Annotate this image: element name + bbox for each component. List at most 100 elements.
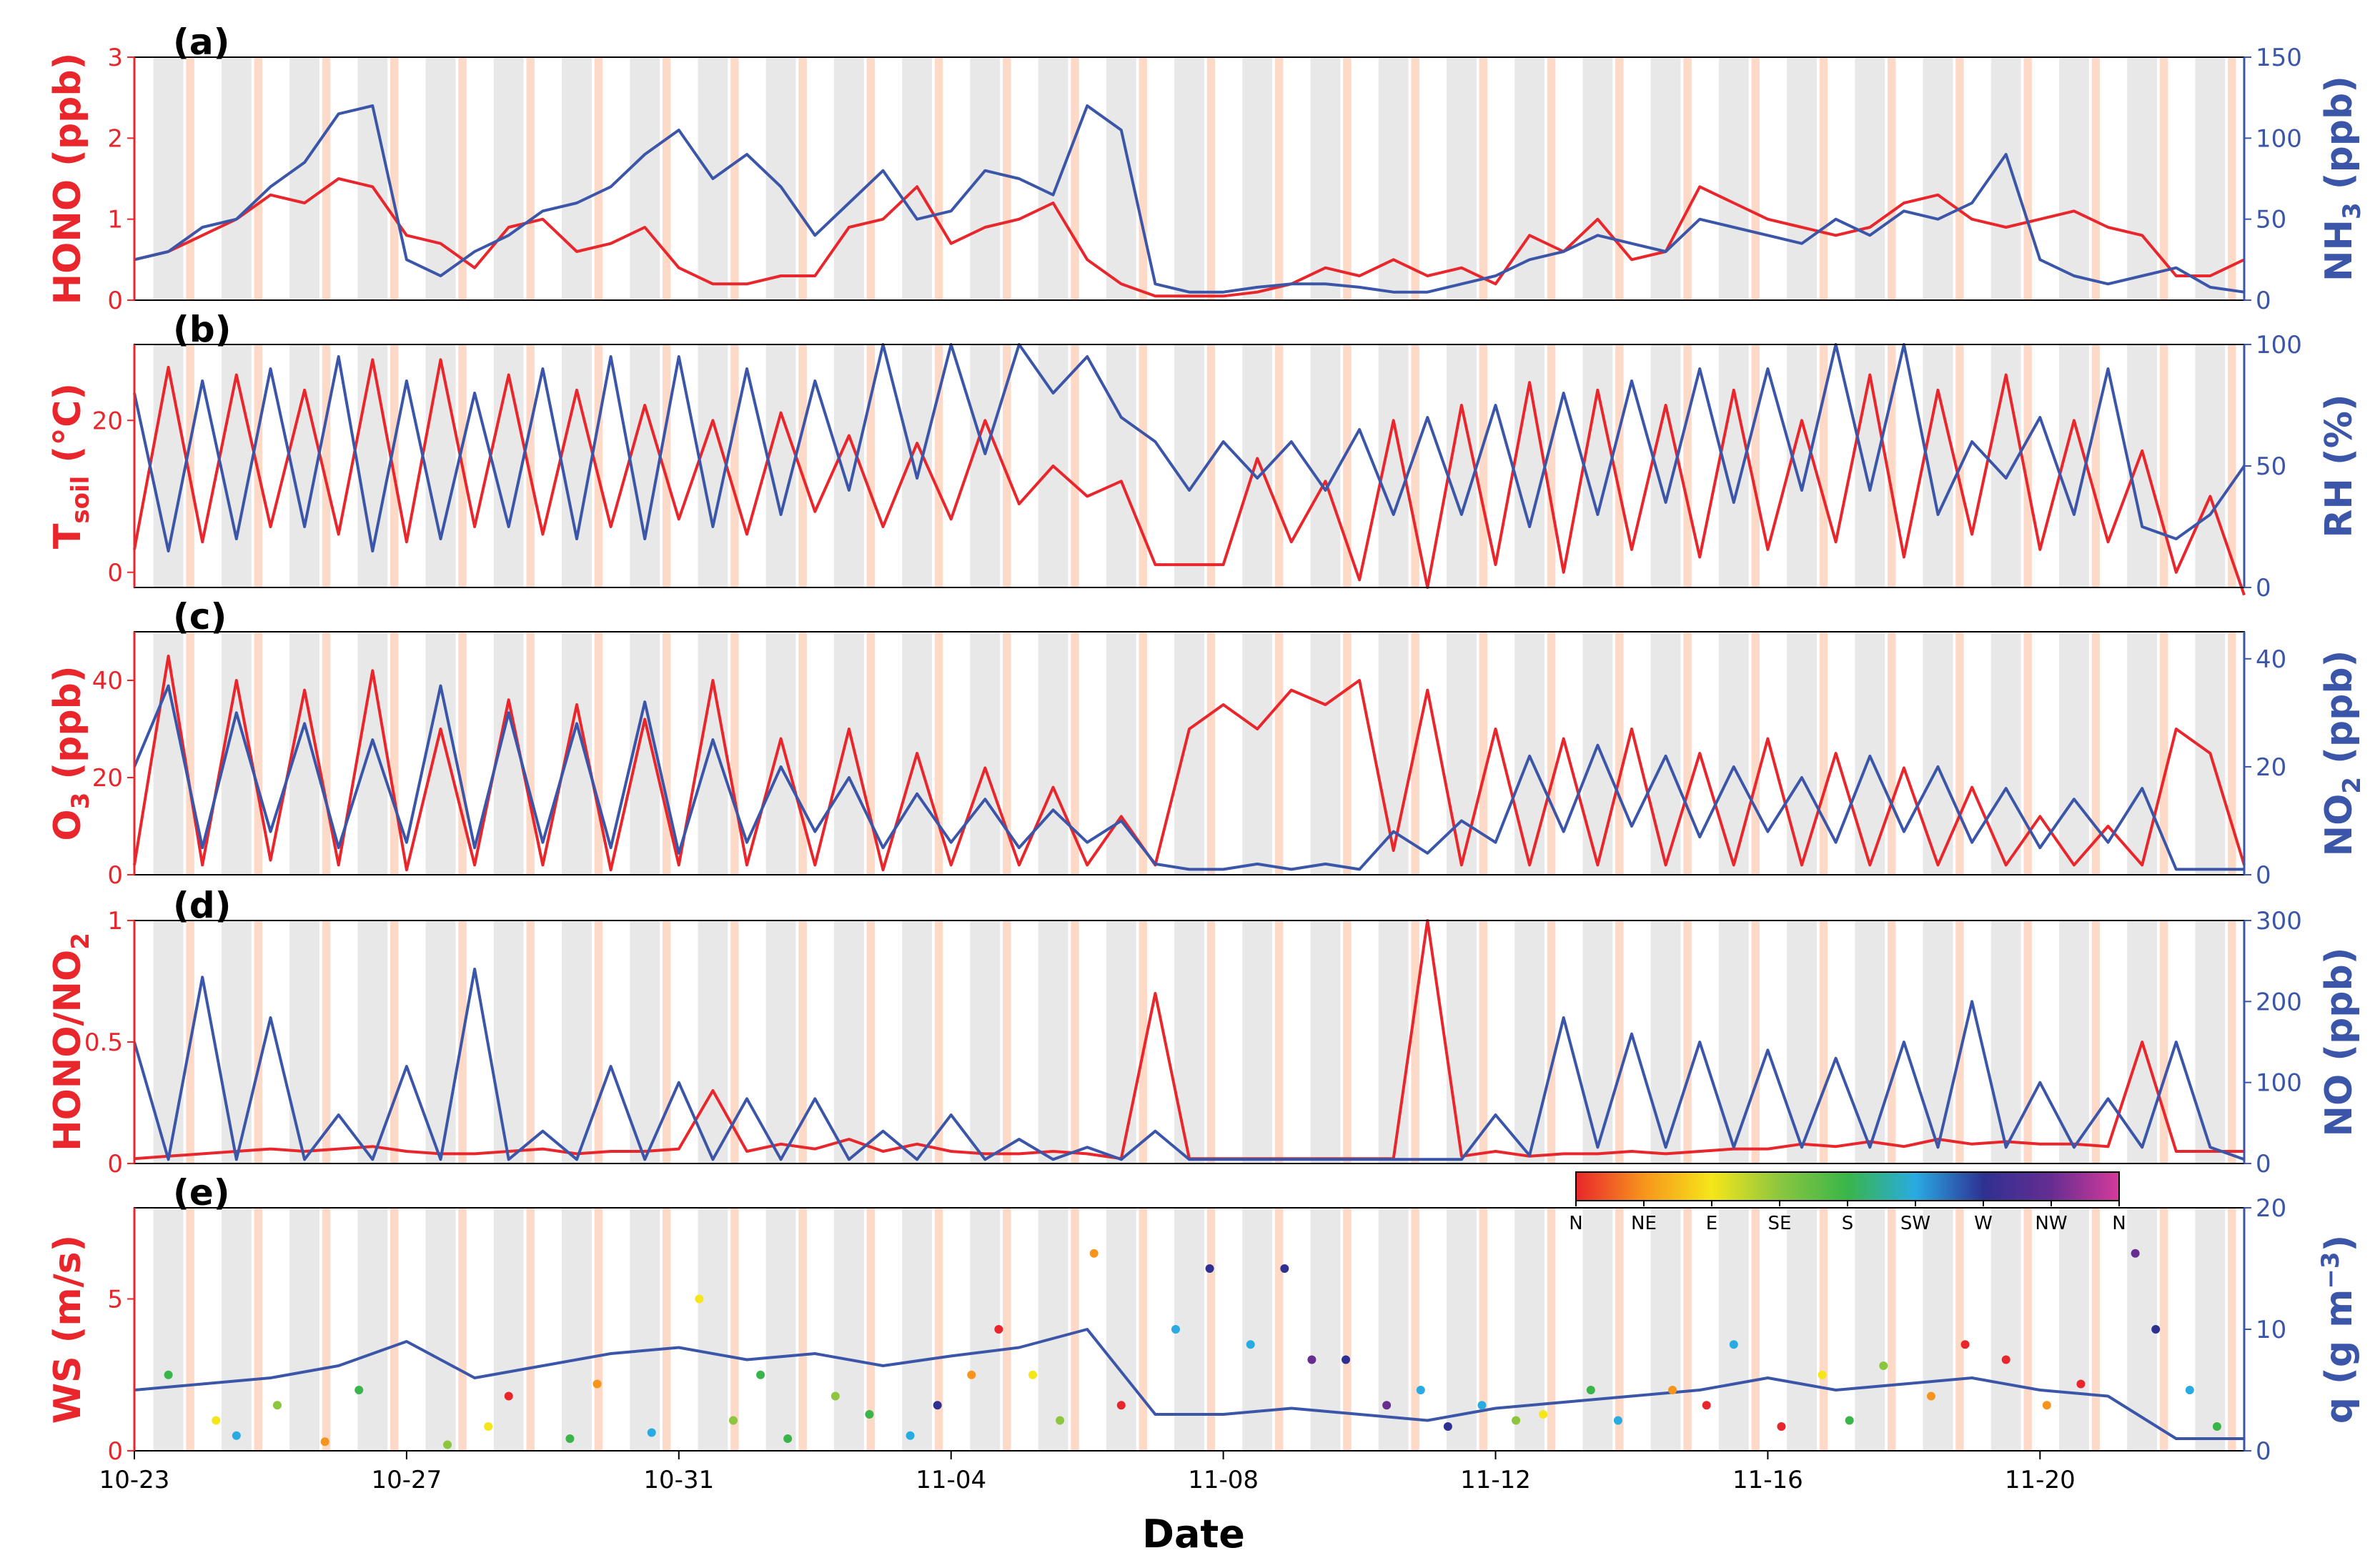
ws-point xyxy=(2212,1422,2221,1431)
tsoil-line xyxy=(133,358,2246,596)
night-band xyxy=(1923,921,1953,1163)
ws-point xyxy=(647,1428,656,1437)
twilight-band xyxy=(1274,1208,1284,1451)
night-band xyxy=(1242,921,1273,1163)
twilight-band xyxy=(458,632,467,875)
twilight-band xyxy=(934,57,943,300)
night-band xyxy=(2127,57,2158,300)
colorbar-label: SE xyxy=(1768,1213,1792,1234)
twilight-band xyxy=(1343,57,1352,300)
twilight-band xyxy=(1547,1208,1556,1451)
twilight-band xyxy=(526,344,535,587)
twilight-band xyxy=(594,632,603,875)
ws-point xyxy=(212,1416,221,1425)
right-axis-label: NO (ppb) xyxy=(2318,947,2361,1136)
twilight-band xyxy=(662,344,671,587)
night-band xyxy=(425,921,456,1163)
twilight-band xyxy=(1206,921,1216,1163)
twilight-band xyxy=(254,57,263,300)
left-tick-label: 1 xyxy=(107,206,123,234)
right-axis-label: q (g m−3) xyxy=(2316,1235,2361,1424)
right-axis-label: NH3 (ppb) xyxy=(2318,76,2366,282)
night-band xyxy=(425,632,456,875)
nh3-line xyxy=(134,104,2245,294)
night-band xyxy=(1038,1208,1068,1451)
night-band xyxy=(2058,57,2089,300)
twilight-band xyxy=(1819,632,1828,875)
twilight-band xyxy=(2159,344,2168,587)
twilight-band xyxy=(1411,1208,1419,1451)
night-band xyxy=(1990,921,2021,1163)
night-band xyxy=(1582,632,1613,875)
left-axis-label-sub: 3 xyxy=(66,793,95,810)
ws-point xyxy=(1028,1370,1037,1379)
night-band xyxy=(1923,57,1953,300)
night-band xyxy=(1174,921,1204,1163)
right-axis-label-tail: ) xyxy=(2318,1235,2361,1252)
night-band xyxy=(153,57,184,300)
twilight-band xyxy=(1411,57,1419,300)
twilight-band xyxy=(1343,921,1352,1163)
colorbar-label: NE xyxy=(1631,1213,1657,1234)
twilight-band xyxy=(2091,921,2101,1163)
twilight-band xyxy=(1206,57,1216,300)
night-band xyxy=(765,921,796,1163)
ws-point xyxy=(1512,1416,1521,1425)
night-band xyxy=(493,921,524,1163)
colorbar-label: N xyxy=(2112,1213,2126,1234)
right-axis-label: NO2 (ppb) xyxy=(2318,650,2366,857)
twilight-band xyxy=(866,632,876,875)
night-band xyxy=(425,57,456,300)
ws-point xyxy=(1777,1422,1786,1431)
night-band xyxy=(1582,344,1613,587)
ws-point xyxy=(2151,1325,2161,1334)
ws-point xyxy=(830,1391,840,1401)
ws-point xyxy=(272,1401,282,1410)
night-band xyxy=(833,1208,864,1451)
x-tick-label: 10-31 xyxy=(643,1466,714,1494)
o3-line xyxy=(133,655,2246,872)
ws-point xyxy=(1443,1422,1452,1431)
ws-point xyxy=(865,1410,874,1419)
twilight-band xyxy=(2091,632,2101,875)
night-band xyxy=(1242,632,1273,875)
twilight-band xyxy=(798,632,807,875)
twilight-band xyxy=(594,344,603,587)
twilight-band xyxy=(2091,344,2101,587)
shading xyxy=(153,1208,2236,1451)
night-band xyxy=(1582,57,1613,300)
left-tick-label: 20 xyxy=(92,764,123,793)
night-band xyxy=(1446,632,1477,875)
night-band xyxy=(2195,921,2226,1163)
panel-label: (b) xyxy=(173,309,232,350)
night-band xyxy=(1038,57,1068,300)
twilight-band xyxy=(458,1208,467,1451)
twilight-band xyxy=(866,1208,876,1451)
night-band xyxy=(630,632,660,875)
right-axis-label-main: NO xyxy=(2318,794,2361,857)
night-band xyxy=(289,57,320,300)
twilight-band xyxy=(1479,344,1488,587)
night-band xyxy=(357,632,388,875)
left-tick-label: 3 xyxy=(107,44,123,72)
twilight-band xyxy=(322,921,331,1163)
ws-point xyxy=(728,1416,738,1425)
x-tick-label: 11-16 xyxy=(1732,1466,1803,1494)
ws-point xyxy=(484,1422,493,1431)
night-band xyxy=(153,632,184,875)
night-band xyxy=(289,921,320,1163)
ws-point xyxy=(2076,1379,2086,1389)
right-axis-label-tail: (ppb) xyxy=(2318,650,2361,777)
ws-point xyxy=(1879,1361,1888,1370)
x-tick-label: 11-08 xyxy=(1188,1466,1259,1494)
right-axis-label-main: q (g m xyxy=(2318,1289,2361,1424)
ws-point xyxy=(1280,1264,1289,1273)
colorbar-label: E xyxy=(1706,1213,1717,1234)
night-band xyxy=(221,57,252,300)
twilight-band xyxy=(186,1208,194,1451)
ws-point xyxy=(1926,1391,1935,1401)
twilight-band xyxy=(730,57,739,300)
left-tick-label: 0 xyxy=(107,1150,123,1179)
night-band xyxy=(765,632,796,875)
night-band xyxy=(1106,921,1136,1163)
